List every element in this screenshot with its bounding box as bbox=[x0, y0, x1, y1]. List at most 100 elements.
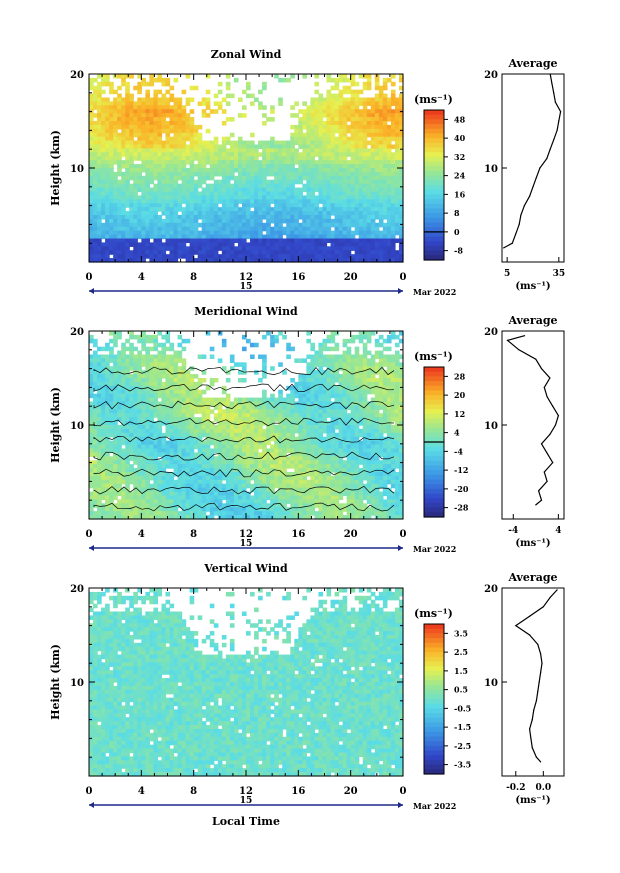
panel3-xtick-label: 12 bbox=[239, 786, 253, 797]
panel1-colorbar-swatch bbox=[424, 147, 444, 153]
panel2-colorbar-label: -12 bbox=[454, 465, 468, 475]
panel3-colorbar-swatch bbox=[424, 633, 444, 639]
panel3-colorbar-swatch bbox=[424, 666, 444, 672]
panel3-ytick-label: 10 bbox=[70, 678, 84, 689]
panel2-colorbar-swatch bbox=[424, 456, 444, 462]
panel2-colorbar-label: -4 bbox=[454, 446, 463, 456]
panel2-contour bbox=[93, 366, 395, 376]
panel3-profile-xtick-label: 0.0 bbox=[535, 783, 551, 793]
panel3-xtick-label: 8 bbox=[190, 786, 197, 797]
panel3-colorbar-label: -1.5 bbox=[454, 722, 471, 732]
panel1-xtick-label: 4 bbox=[138, 272, 145, 283]
panel2-date-bar-right-arrow bbox=[398, 545, 403, 551]
panel3-colorbar-swatch bbox=[424, 652, 444, 658]
panel3-colorbar-label: 3.5 bbox=[454, 628, 468, 638]
panel1-colorbar-label: 8 bbox=[454, 208, 460, 218]
panel3-xtick-label: 4 bbox=[138, 786, 145, 797]
panel2-profile-line bbox=[506, 335, 560, 506]
panel3-colorbar-swatch bbox=[424, 722, 444, 728]
panel1-xtick-label: 8 bbox=[190, 272, 197, 283]
panel2-xtick-label: 16 bbox=[291, 529, 305, 540]
panel2-colorbar-swatch bbox=[424, 470, 444, 476]
panel3-colorbar-frame bbox=[423, 623, 445, 775]
panel2-colorbar-label: 12 bbox=[454, 409, 465, 419]
panel3-colorbar-swatch bbox=[424, 689, 444, 695]
panel2-colorbar-label: -28 bbox=[454, 503, 469, 513]
panel3-ytick-label: 20 bbox=[70, 584, 84, 595]
panel2-heatmap bbox=[89, 331, 404, 520]
panel1-ytick-label: 10 bbox=[70, 164, 84, 175]
panel3-colorbar-unit: (ms⁻¹) bbox=[414, 607, 453, 620]
panel1-colorbar-frame bbox=[423, 109, 445, 261]
panel3-colorbar-label: -0.5 bbox=[454, 703, 471, 713]
panel1-date-bar-right-arrow bbox=[398, 288, 403, 294]
panel3-colorbar-swatch bbox=[424, 745, 444, 752]
panel3-colorbar-swatch bbox=[424, 694, 444, 700]
panel2-colorbar-swatch bbox=[424, 409, 444, 415]
panel2-contour bbox=[93, 417, 395, 427]
panel2-colorbar-swatch bbox=[424, 465, 444, 471]
panel2-colorbar-label: 4 bbox=[454, 428, 460, 438]
panel3-colorbar-swatch bbox=[424, 647, 444, 653]
panel3-profile-ytick-label: 20 bbox=[484, 584, 498, 595]
panel3-ylabel: Height (km) bbox=[49, 644, 62, 720]
panel1-colorbar-swatch bbox=[424, 180, 444, 186]
panel1-colorbar-swatch bbox=[424, 152, 444, 158]
panel3-colorbar-swatch bbox=[424, 750, 444, 756]
panel2-colorbar-swatch bbox=[424, 413, 444, 420]
panel1-colorbar-swatch bbox=[424, 133, 444, 139]
panel2-colorbar-swatch bbox=[424, 418, 444, 424]
panel2-ytick-label: 20 bbox=[70, 327, 84, 338]
panel1-colorbar-swatch bbox=[424, 161, 444, 167]
panel2-colorbar-swatch bbox=[424, 446, 444, 452]
panel1-colorbar-swatch bbox=[424, 175, 444, 181]
panel3-colorbar-swatch bbox=[424, 755, 444, 761]
panel3-colorbar-swatch bbox=[424, 764, 444, 770]
panel2-colorbar-swatch bbox=[424, 376, 444, 382]
panel3-colorbar-swatch bbox=[424, 703, 444, 709]
panel2-colorbar-swatch bbox=[424, 437, 444, 443]
panel3-colorbar-label: -2.5 bbox=[454, 741, 471, 751]
panel1-colorbar-label: 48 bbox=[454, 114, 466, 124]
panel3-colorbar-swatch bbox=[424, 628, 444, 634]
panel2-colorbar-swatch bbox=[424, 395, 444, 401]
panel1-colorbar-swatch bbox=[424, 128, 444, 135]
panel2-ytick-label: 10 bbox=[70, 421, 84, 432]
panel1-ylabel: Height (km) bbox=[49, 130, 62, 206]
panel1-profile-xlabel: (ms⁻¹) bbox=[515, 281, 550, 292]
panel1-colorbar-swatch bbox=[424, 189, 444, 195]
panel3-colorbar-swatch bbox=[424, 661, 444, 667]
panel1-date-label: 15 bbox=[240, 282, 253, 292]
panel1-profile-xtick-label: 35 bbox=[553, 269, 566, 279]
panel3-title: Vertical Wind bbox=[203, 562, 288, 575]
panel2-contour bbox=[93, 451, 395, 461]
panel1-colorbar-swatch bbox=[424, 114, 444, 120]
panel2-title: Meridional Wind bbox=[194, 305, 298, 318]
panel3-colorbar-swatch bbox=[424, 642, 444, 649]
panel2-colorbar-swatch bbox=[424, 399, 444, 406]
panel2-profile-xtick-label: 4 bbox=[555, 526, 561, 536]
panel3-colorbar-swatch bbox=[424, 670, 444, 677]
panel2-xtick-label: 8 bbox=[190, 529, 197, 540]
panel1-colorbar-label: 0 bbox=[454, 227, 460, 237]
panel2-profile-xlabel: (ms⁻¹) bbox=[515, 538, 550, 549]
panel1-colorbar-swatch bbox=[424, 245, 444, 252]
panel1-heatmap bbox=[89, 74, 404, 263]
panel3-date-bar-right-arrow bbox=[398, 802, 403, 808]
panel1-colorbar-swatch bbox=[424, 119, 444, 125]
panel2-profile-ytick-label: 20 bbox=[484, 327, 498, 338]
panel3-xtick-label: 16 bbox=[291, 786, 305, 797]
panel3-heatmap bbox=[89, 588, 404, 777]
panel3-colorbar-swatch bbox=[424, 675, 444, 681]
panel1-colorbar-swatch bbox=[424, 227, 444, 233]
panel2-colorbar-swatch bbox=[424, 442, 444, 448]
panel2-contour bbox=[93, 502, 395, 512]
panel2-colorbar-swatch bbox=[424, 488, 444, 495]
panel1-xtick-label: 0 bbox=[86, 272, 93, 283]
panel1-colorbar-label: 24 bbox=[454, 171, 466, 181]
panel3-colorbar-label: 0.5 bbox=[454, 685, 468, 695]
panel1-colorbar-swatch bbox=[424, 213, 444, 219]
panel3-xlabel: Local Time bbox=[212, 815, 280, 828]
panel1-ytick-label: 20 bbox=[70, 70, 84, 81]
panel3-date-label: 15 bbox=[240, 796, 253, 806]
